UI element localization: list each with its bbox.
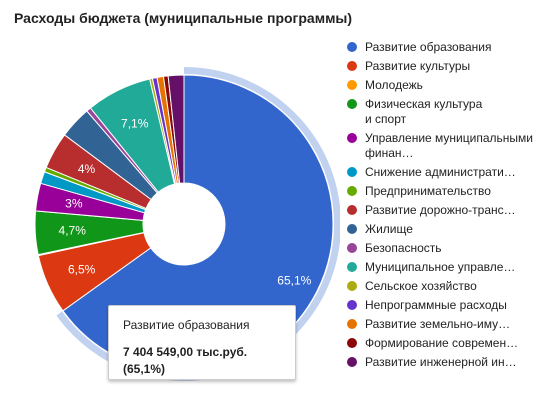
legend-color-swatch — [347, 80, 357, 90]
legend-color-swatch — [347, 42, 357, 52]
legend-color-swatch — [347, 262, 357, 272]
legend-item[interactable]: Управление муниципальными финан… — [343, 131, 538, 165]
legend-label: Непрограммные расходы — [365, 298, 507, 312]
legend-item[interactable]: Снижение администрати… — [343, 165, 538, 184]
legend-item[interactable]: Безопасность — [343, 241, 538, 260]
slice-value-label: 3% — [65, 197, 83, 211]
legend-item[interactable]: Формирование современ… — [343, 336, 538, 355]
donut-chart[interactable]: 65,1% 6,5% 4,7% 3% 4% 7,1% — [0, 0, 340, 416]
legend-color-swatch — [347, 186, 357, 196]
legend-item[interactable]: Предпринимательство — [343, 184, 538, 203]
legend-label: Управление муниципальными финан… — [365, 131, 533, 160]
tooltip-percent: (65,1%) — [123, 362, 166, 376]
legend-label: Снижение администрати… — [365, 165, 516, 179]
legend-item[interactable]: Развитие инженерной ин… — [343, 355, 538, 374]
legend-item[interactable]: Развитие дорожно-транс… — [343, 203, 538, 222]
slice-value-label: 65,1% — [277, 274, 311, 288]
legend-label: Развитие дорожно-транс… — [365, 203, 516, 217]
legend-label: Формирование современ… — [365, 336, 519, 350]
slice-tooltip: Развитие образования 7 404 549,00 тыс.ру… — [108, 305, 296, 380]
legend-color-swatch — [347, 300, 357, 310]
legend-item[interactable]: Развитие культуры — [343, 59, 538, 78]
legend-color-swatch — [347, 224, 357, 234]
legend-item[interactable]: Развитие образования — [343, 40, 538, 59]
slice-value-label: 4% — [78, 162, 96, 176]
legend-color-swatch — [347, 167, 357, 177]
legend-color-swatch — [347, 61, 357, 71]
chart-legend: Развитие образования Развитие культуры Мол… — [343, 40, 538, 374]
legend-label: Развитие культуры — [365, 59, 471, 73]
legend-color-swatch — [347, 99, 357, 109]
chart-title: Расходы бюджета (муниципальные программы… — [14, 10, 353, 26]
legend-item[interactable]: Сельское хозяйство — [343, 279, 538, 298]
legend-item[interactable]: Молодежь — [343, 78, 538, 97]
legend-item[interactable]: Физическая культура и спорт — [343, 97, 538, 131]
legend-label: Сельское хозяйство — [365, 279, 477, 293]
legend-label: Молодежь — [365, 78, 423, 92]
legend-item[interactable]: Развитие земельно-иму… — [343, 317, 538, 336]
legend-item[interactable]: Жилище — [343, 222, 538, 241]
legend-label: Жилище — [365, 222, 413, 236]
legend-color-swatch — [347, 319, 357, 329]
legend-item[interactable]: Непрограммные расходы — [343, 298, 538, 317]
legend-label: Развитие инженерной ин… — [365, 355, 517, 369]
legend-color-swatch — [347, 243, 357, 253]
legend-label: Муниципальное управле… — [365, 260, 516, 274]
legend-color-swatch — [347, 205, 357, 215]
pie-slice-15[interactable] — [167, 74, 185, 184]
legend-label: Физическая культура и спорт — [365, 97, 483, 126]
legend-label: Развитие образования — [365, 40, 492, 54]
legend-color-swatch — [347, 281, 357, 291]
legend-color-swatch — [347, 338, 357, 348]
slice-value-label: 7,1% — [121, 116, 149, 130]
slice-value-label: 6,5% — [68, 262, 96, 276]
legend-label: Предпринимательство — [365, 184, 491, 198]
legend-label: Безопасность — [365, 241, 442, 255]
tooltip-category: Развитие образования — [123, 318, 250, 332]
tooltip-value: 7 404 549,00 тыс.руб. — [123, 345, 248, 359]
slice-value-label: 4,7% — [59, 224, 87, 238]
legend-color-swatch — [347, 133, 357, 143]
legend-item[interactable]: Муниципальное управле… — [343, 260, 538, 279]
legend-label: Развитие земельно-иму… — [365, 317, 511, 331]
legend-color-swatch — [347, 357, 357, 367]
